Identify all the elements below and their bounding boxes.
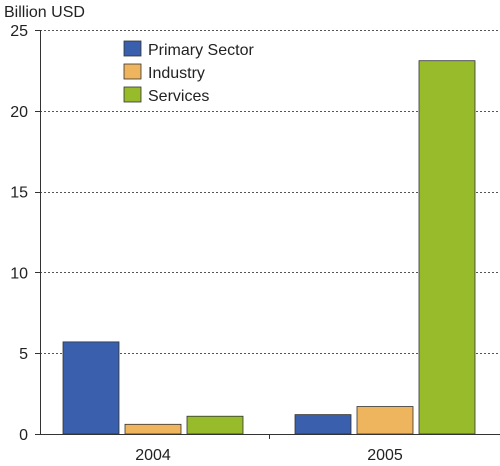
bar-2005-primary-sector bbox=[294, 414, 352, 435]
legend-label-primary-sector: Primary Sector bbox=[148, 42, 254, 59]
y-tick-label-20: 20 bbox=[10, 104, 28, 121]
x-tick-label-2004: 2004 bbox=[135, 447, 171, 464]
y-tick-label-10: 10 bbox=[10, 265, 28, 282]
legend-label-services: Services bbox=[148, 88, 209, 105]
bar-2004-services bbox=[186, 415, 244, 435]
legend-label-industry: Industry bbox=[148, 65, 205, 82]
y-tick-label-0: 0 bbox=[19, 427, 28, 444]
legend-swatch-primary-sector bbox=[123, 40, 142, 57]
bar-2004-industry bbox=[124, 423, 182, 435]
y-axis-label: Billion USD bbox=[4, 4, 85, 21]
axes bbox=[35, 30, 500, 439]
bars bbox=[62, 60, 476, 435]
y-tick-label-15: 15 bbox=[10, 185, 28, 202]
tick-labels: 0 5 10 15 20 25 2004 2005 bbox=[10, 23, 403, 464]
bar-2005-industry bbox=[356, 406, 414, 435]
legend: Primary Sector Industry Services bbox=[123, 40, 254, 105]
legend-swatch-services bbox=[123, 86, 142, 103]
legend-swatch-industry bbox=[123, 63, 142, 80]
bar-2005-services bbox=[418, 60, 476, 435]
y-tick-label-25: 25 bbox=[10, 23, 28, 40]
y-tick-label-5: 5 bbox=[19, 346, 28, 363]
x-tick-label-2005: 2005 bbox=[367, 447, 403, 464]
bar-2004-primary-sector bbox=[62, 341, 120, 435]
